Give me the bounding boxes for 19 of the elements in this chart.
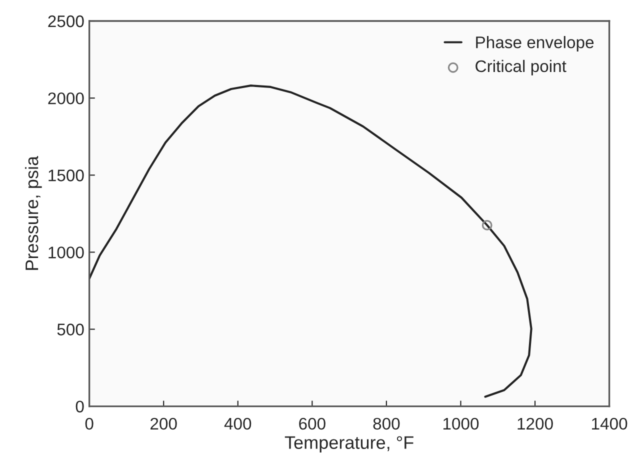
x-tick-label: 1000 [443, 418, 479, 430]
y-tick-label: 2500 [48, 15, 84, 28]
x-tick-label: 600 [299, 418, 326, 430]
y-tick-label: 500 [57, 324, 84, 336]
y-tick-label: 2000 [48, 92, 84, 104]
x-tick-label: 400 [224, 418, 252, 430]
y-tick-label: 0 [76, 400, 84, 412]
y-axis-title: Pressure, psia [25, 156, 42, 270]
x-tick-label: 200 [150, 418, 177, 430]
x-tick-label: 1200 [518, 418, 553, 430]
x-tick-label: 0 [85, 418, 94, 430]
x-tick-label: 800 [373, 418, 400, 430]
legend-label: Critical point [476, 60, 566, 76]
x-tick-label: 1400 [592, 418, 628, 430]
legend-label: Phase envelope [476, 36, 594, 52]
y-tick-label: 1500 [48, 170, 84, 182]
x-axis-title: Temperature, °F [284, 436, 414, 453]
y-tick-label: 1000 [48, 246, 84, 258]
line-series [89, 84, 532, 398]
